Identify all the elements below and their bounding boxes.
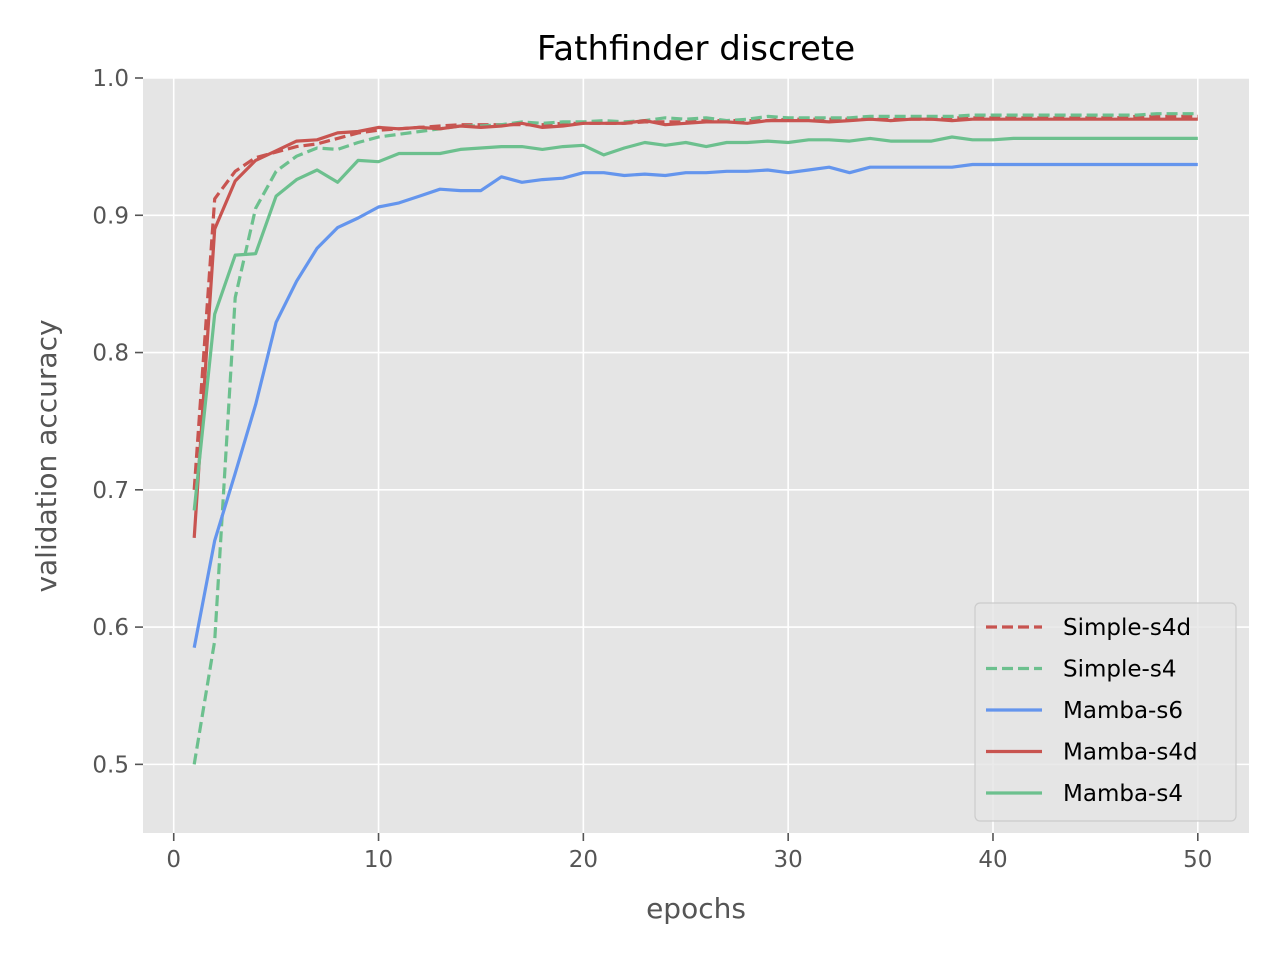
y-axis-label: validation accuracy	[30, 319, 63, 592]
grid-lines	[143, 77, 1249, 833]
x-tick-label: 40	[978, 847, 1007, 873]
x-tick-label: 0	[166, 847, 181, 873]
legend: Simple-s4d Simple-s4 Mamba-s6 Mamba-s4d Mamb…	[974, 602, 1237, 822]
chart-title: Fathfinder discrete	[537, 29, 855, 69]
series-lines	[192, 112, 1198, 765]
series-line-mamba-s4d	[192, 117, 1198, 539]
y-tick-label: 0.5	[92, 752, 129, 778]
legend-label: Mamba-s6	[1063, 698, 1183, 724]
legend-label: Simple-s4d	[1063, 615, 1191, 641]
y-tick-label: 0.9	[92, 203, 129, 229]
x-tick-label: 20	[569, 847, 598, 873]
series-line-simple-s4	[192, 112, 1198, 765]
x-axis-label: epochs	[646, 892, 746, 925]
y-tick-label: 0.8	[92, 341, 129, 367]
x-tick-label: 30	[774, 847, 803, 873]
legend-label: Simple-s4	[1063, 657, 1176, 683]
series-line-mamba-s4	[192, 135, 1198, 511]
legend-box	[974, 602, 1237, 822]
x-tick-label: 10	[364, 847, 393, 873]
legend-label: Mamba-s4	[1063, 781, 1183, 807]
series-line-mamba-s6	[192, 162, 1198, 649]
axis-ticks: 0 10 20 30 40 50 0.5 0.6 0.7 0.8 0.9 1.0	[92, 66, 1212, 873]
y-tick-label: 1.0	[92, 66, 129, 92]
y-tick-label: 0.7	[92, 478, 129, 504]
x-tick-label: 50	[1183, 847, 1212, 873]
y-tick-label: 0.6	[92, 615, 129, 641]
legend-label: Mamba-s4d	[1063, 740, 1198, 766]
